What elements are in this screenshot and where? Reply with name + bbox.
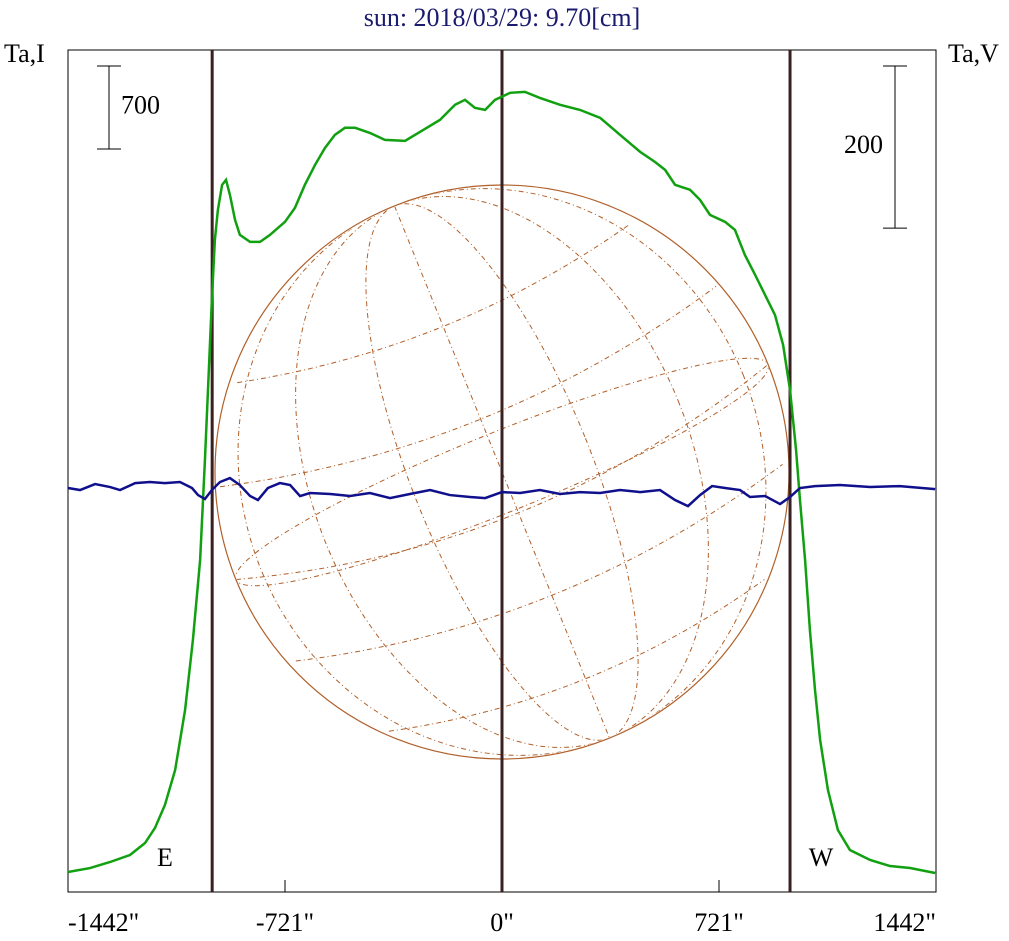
scale-bar-label: 200	[844, 130, 883, 159]
y2-axis-label: Ta,V	[948, 39, 999, 68]
chart-title: sun: 2018/03/29: 9.70[cm]	[364, 3, 641, 32]
annotation: W	[809, 843, 834, 872]
scale-bar	[883, 65, 907, 229]
x-tick-label: 721"	[694, 908, 744, 937]
scale-bar	[97, 65, 121, 150]
series-line	[67, 90, 936, 875]
y-axis-label: Ta,I	[4, 39, 45, 68]
series-line	[67, 476, 936, 508]
annotation: E	[157, 843, 173, 872]
scale-bar-label: 700	[121, 90, 160, 119]
x-tick-label: -721"	[256, 908, 314, 937]
x-tick-label: 0"	[490, 908, 514, 937]
x-tick-label: 1442"	[873, 908, 936, 937]
x-tick-label: -1442"	[68, 908, 139, 937]
